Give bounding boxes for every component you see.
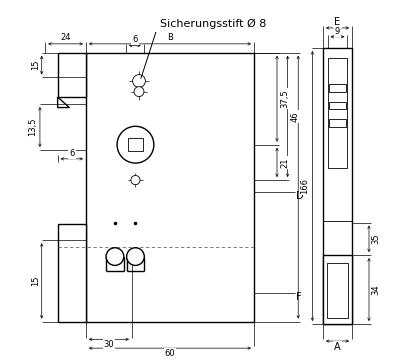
Text: 6: 6 xyxy=(69,149,74,158)
Bar xyxy=(329,102,346,109)
Text: 9: 9 xyxy=(335,27,340,36)
Text: 13,5: 13,5 xyxy=(27,118,37,136)
Circle shape xyxy=(117,126,154,163)
Bar xyxy=(86,53,254,321)
Bar xyxy=(58,224,86,321)
Bar xyxy=(323,255,352,324)
Text: 166: 166 xyxy=(300,178,309,194)
Text: 37,5: 37,5 xyxy=(280,89,289,108)
Bar xyxy=(327,58,347,168)
Text: 35: 35 xyxy=(371,234,381,244)
Text: C: C xyxy=(300,184,310,190)
Circle shape xyxy=(332,302,343,313)
Text: Sicherungsstift Ø 8: Sicherungsstift Ø 8 xyxy=(160,19,267,30)
Text: F: F xyxy=(297,292,302,302)
Text: 24: 24 xyxy=(60,33,71,42)
Text: A: A xyxy=(334,342,341,352)
Text: E: E xyxy=(334,17,341,27)
Bar xyxy=(58,53,86,97)
Circle shape xyxy=(106,248,124,265)
Circle shape xyxy=(134,87,144,96)
Text: 30: 30 xyxy=(104,341,114,350)
Text: 6: 6 xyxy=(132,35,137,44)
Text: 21: 21 xyxy=(280,157,289,168)
Text: 15: 15 xyxy=(31,60,40,70)
Circle shape xyxy=(131,175,140,185)
Circle shape xyxy=(126,248,144,265)
Bar xyxy=(329,119,346,127)
Circle shape xyxy=(133,75,145,87)
Bar xyxy=(329,84,346,91)
Text: 15: 15 xyxy=(31,276,40,286)
Text: D: D xyxy=(297,191,304,201)
Text: 46: 46 xyxy=(290,111,299,122)
Text: 34: 34 xyxy=(371,284,381,295)
Bar xyxy=(128,138,143,152)
Bar xyxy=(327,263,348,318)
Bar xyxy=(323,48,352,324)
Text: 60: 60 xyxy=(165,349,175,358)
Text: B: B xyxy=(167,33,173,42)
